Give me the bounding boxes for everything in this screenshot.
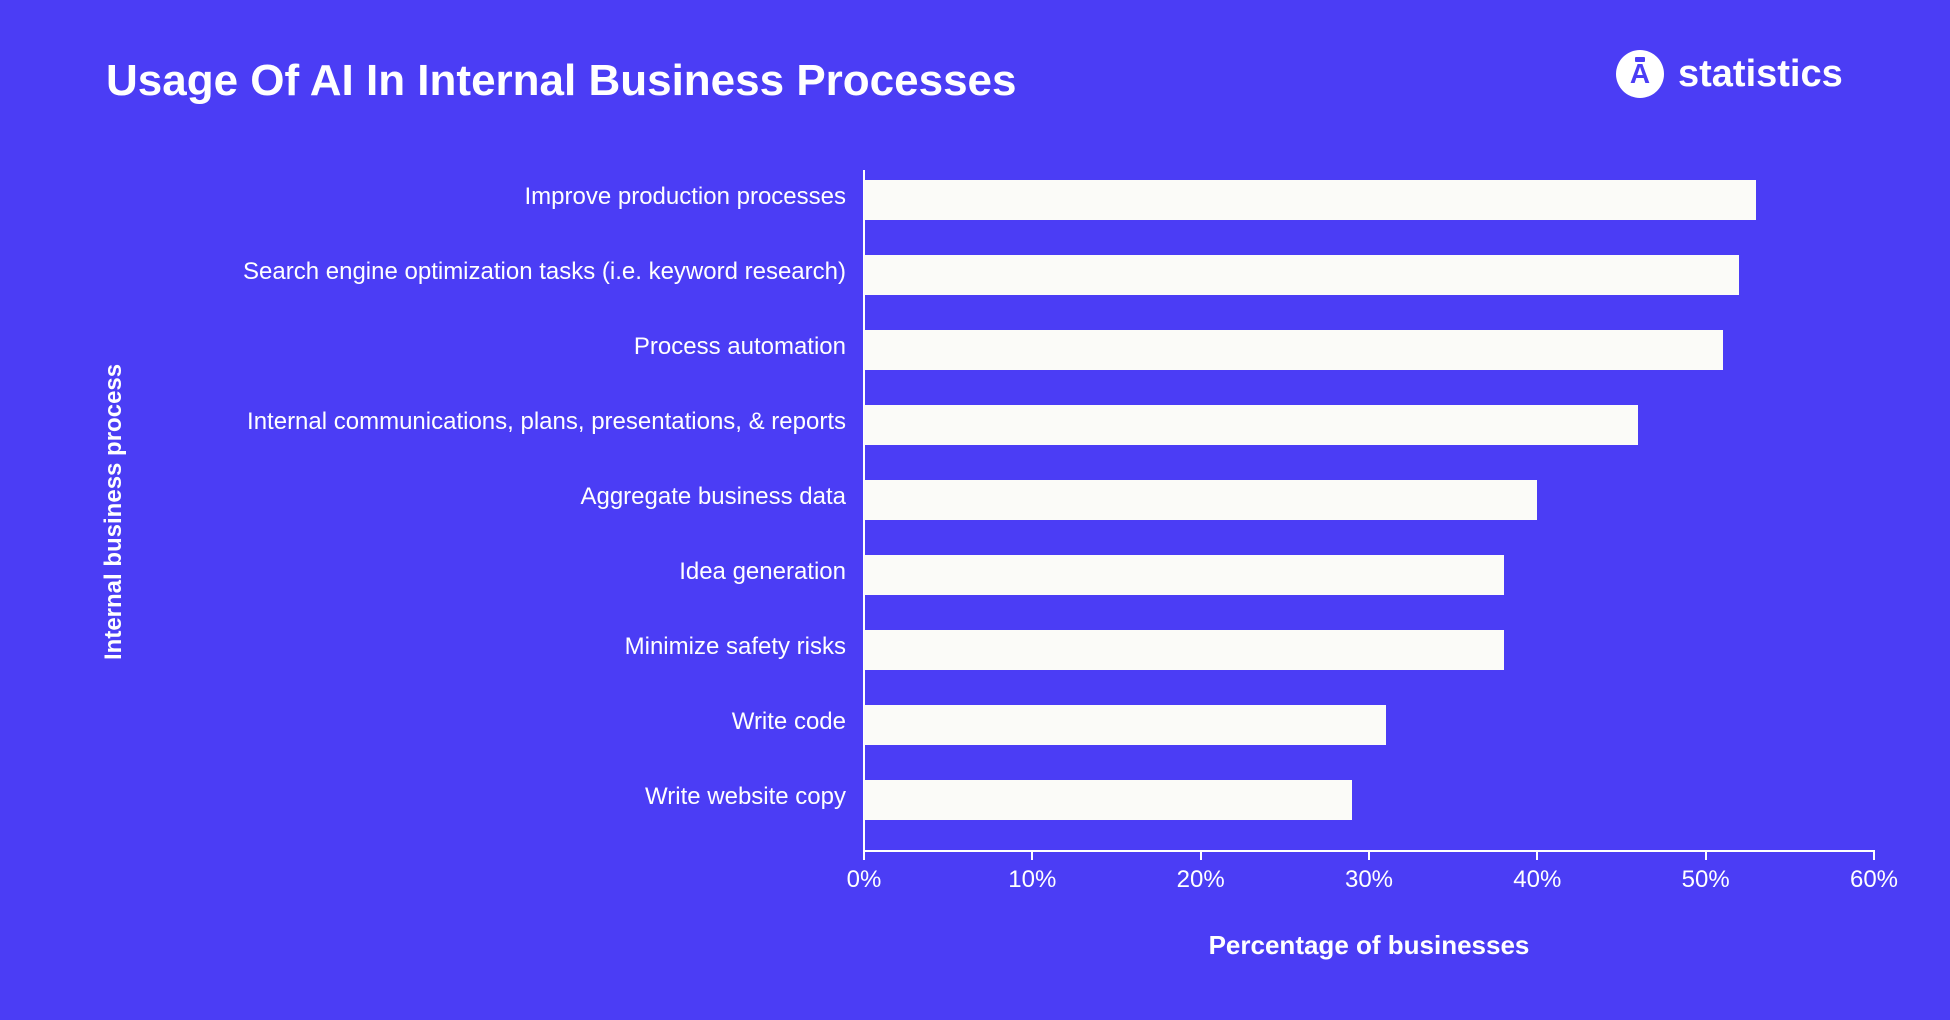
category-label: Internal communications, plans, presenta… — [247, 408, 846, 436]
x-axis-tick-label: 50% — [1682, 866, 1730, 894]
category-label: Improve production processes — [525, 183, 847, 211]
chart-bar — [864, 705, 1386, 745]
category-label: Minimize safety risks — [625, 633, 846, 661]
category-label: Write code — [732, 708, 846, 736]
x-axis-tick-label: 0% — [847, 866, 882, 894]
category-label: Search engine optimization tasks (i.e. k… — [243, 258, 846, 286]
chart-canvas: Usage Of AI In Internal Business Process… — [0, 0, 1950, 1020]
y-axis-title: Internal business process — [100, 363, 128, 659]
x-axis-tick-label: 20% — [1177, 866, 1225, 894]
x-axis-tick — [1368, 850, 1370, 860]
category-label: Process automation — [634, 333, 846, 361]
chart-bar — [864, 405, 1638, 445]
category-label: Write website copy — [645, 783, 846, 811]
chart-bar — [864, 630, 1504, 670]
chart-bar — [864, 255, 1739, 295]
category-label: Aggregate business data — [580, 483, 846, 511]
chart-bar — [864, 780, 1352, 820]
x-axis-tick — [863, 850, 865, 860]
category-label: Idea generation — [679, 558, 846, 586]
x-axis-title: Percentage of businesses — [864, 930, 1874, 961]
bar-chart: Improve production processes Search engin… — [0, 0, 1950, 1020]
x-axis-tick — [1705, 850, 1707, 860]
x-axis-tick-label: 30% — [1345, 866, 1393, 894]
chart-bar — [864, 330, 1723, 370]
x-axis-tick — [1200, 850, 1202, 860]
chart-bar — [864, 555, 1504, 595]
x-axis-tick-label: 10% — [1008, 866, 1056, 894]
chart-bar — [864, 180, 1756, 220]
chart-bar — [864, 480, 1537, 520]
x-axis-tick — [1873, 850, 1875, 860]
x-axis-tick-label: 40% — [1513, 866, 1561, 894]
x-axis-tick — [1536, 850, 1538, 860]
x-axis-tick — [1031, 850, 1033, 860]
x-axis-tick-label: 60% — [1850, 866, 1898, 894]
